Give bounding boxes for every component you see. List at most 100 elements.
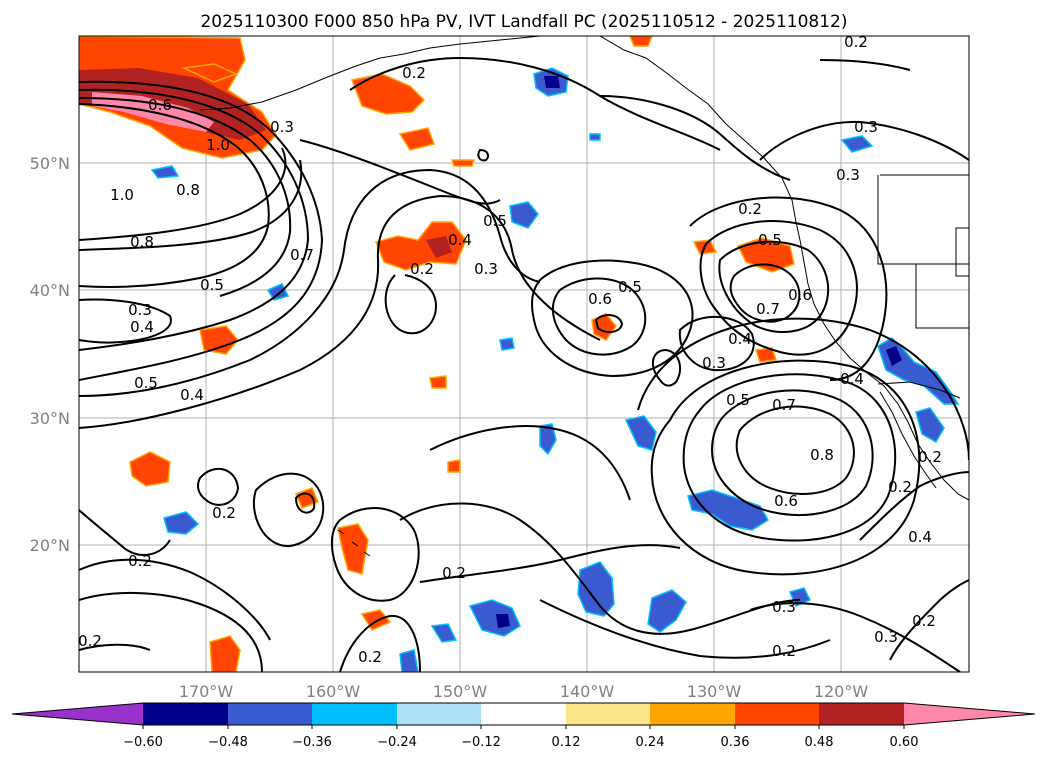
contour-line [399, 502, 801, 635]
contour-line [650, 359, 921, 576]
contour-line [651, 348, 682, 387]
contour-label: 1.0 [206, 136, 230, 154]
colorbar-tick-label: −0.48 [208, 735, 248, 750]
figure-title: 2025110300 F000 850 hPa PV, IVT Landfall… [200, 12, 847, 32]
pv-positive-region [350, 73, 426, 115]
colorbar-tick-label: 0.60 [890, 735, 919, 750]
contour-label: 0.5 [726, 391, 750, 409]
contour-label: 0.5 [200, 276, 224, 294]
contour-line [79, 509, 171, 556]
contour-line [718, 240, 830, 333]
contour-label: 0.8 [176, 181, 200, 199]
contour-label: 0.2 [212, 504, 236, 522]
contour-label: 0.4 [180, 386, 204, 404]
contour-line [539, 599, 831, 659]
colorbar-tick-label: −0.24 [377, 735, 417, 750]
contour-line [551, 277, 647, 356]
state-border [915, 264, 969, 329]
contour-line [689, 196, 888, 381]
contour-line [682, 373, 897, 542]
colorbar-tick-label: 0.12 [552, 735, 581, 750]
pv-negative-region [589, 133, 601, 141]
ivt-contours [79, 56, 969, 672]
contour-label: 0.8 [810, 446, 834, 464]
contour-line [759, 120, 969, 161]
contour-label: 0.5 [483, 212, 507, 230]
pv-positive-region [736, 237, 795, 273]
pv-positive-region [337, 523, 369, 575]
contour-line [349, 56, 721, 151]
lat-label: 20°N [30, 536, 70, 555]
longitude-labels: 170°W 160°W 150°W 140°W 130°W 120°W [179, 682, 869, 701]
hawaii-islands [337, 529, 371, 557]
contour-line [299, 139, 501, 205]
pv-negative-region [163, 511, 200, 535]
contour-label: 0.4 [130, 318, 154, 336]
contour-label: 0.6 [588, 290, 612, 308]
us-mexico-border [877, 381, 961, 399]
pv-negative-region [647, 589, 687, 633]
pv-negative-region [499, 337, 515, 351]
contour-line [419, 544, 681, 583]
contour-label: 0.3 [270, 118, 294, 136]
contour-label: 1.0 [110, 186, 134, 204]
contour-line [749, 602, 961, 672]
contour-line [79, 168, 541, 397]
colorbar-tick-label: 0.36 [721, 735, 750, 750]
contour-line [477, 148, 489, 162]
contour-label: 0.3 [474, 260, 498, 278]
contour-label: 0.6 [148, 96, 172, 114]
pv-negative-region [886, 346, 902, 366]
contour-line [599, 95, 791, 181]
contour-line [79, 103, 270, 289]
pv-positive-region [429, 375, 447, 389]
contour-line [79, 558, 271, 641]
contour-label: 0.4 [448, 231, 472, 249]
contour-label: 0.2 [772, 642, 796, 660]
contour-line [429, 425, 631, 501]
colorbar-tick-label: −0.12 [461, 735, 501, 750]
us-west-coastline [799, 239, 969, 501]
map-panel: 0.6 1.0 0.3 0.8 1.0 0.8 0.7 0.5 0.3 0.4 … [78, 35, 970, 673]
contour-label: 0.3 [836, 166, 860, 184]
contour-line [735, 405, 855, 495]
state-border [955, 227, 969, 277]
contour-label: 0.7 [756, 300, 780, 318]
colorbar-segment [566, 703, 650, 725]
contour-label: 0.2 [358, 648, 382, 666]
pv-negative-region [577, 561, 615, 617]
contour-line [594, 314, 624, 334]
contour-line [79, 159, 303, 251]
contour-label: 0.4 [840, 370, 864, 388]
map-frame [78, 35, 970, 673]
pv-positive-region [181, 63, 238, 83]
contour-label: 0.2 [912, 612, 936, 630]
contour-label: 0.3 [874, 628, 898, 646]
lat-label: 30°N [30, 409, 70, 428]
contour-line [384, 274, 438, 335]
contour-line [330, 506, 420, 602]
lon-label: 120°W [814, 682, 869, 701]
contour-line [699, 220, 858, 356]
colorbar-segment [143, 703, 228, 725]
pv-negative-region [840, 135, 874, 153]
pv-negative-shading [150, 67, 960, 672]
contour-label: 0.2 [738, 200, 762, 218]
lon-label: 130°W [687, 682, 742, 701]
pv-negative-region [468, 599, 521, 637]
contour-line [79, 591, 263, 672]
colorbar-segment [397, 703, 481, 725]
contour-label: 0.2 [442, 564, 466, 582]
state-border [877, 175, 969, 265]
coastlines [199, 36, 969, 557]
pv-negative-region [788, 587, 812, 607]
lon-label: 140°W [560, 682, 615, 701]
contour-line [252, 472, 325, 548]
pv-positive-region [450, 159, 476, 167]
pv-positive-region [199, 325, 239, 355]
contour-label: 0.3 [702, 354, 726, 372]
colorbar-segment [312, 703, 397, 725]
baja-coastline [879, 391, 937, 489]
contour-label: 0.2 [888, 478, 912, 496]
